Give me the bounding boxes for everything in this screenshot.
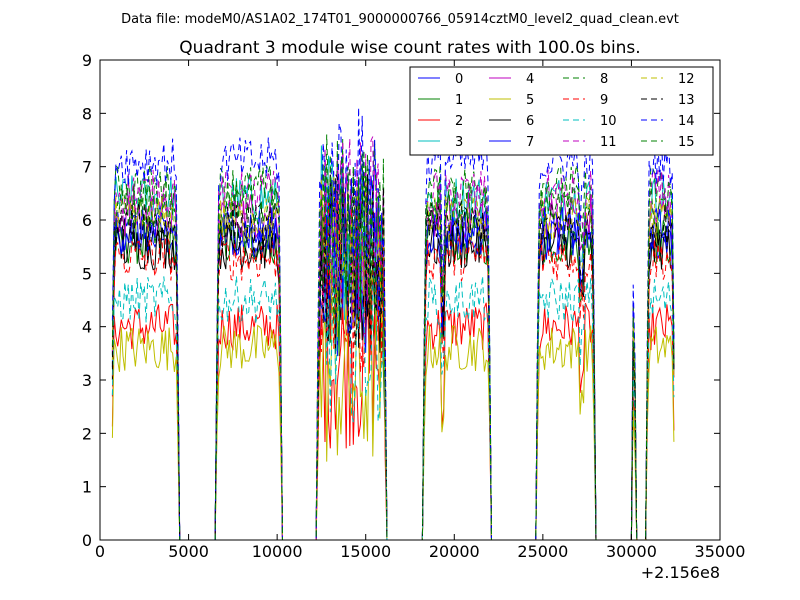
y-tick-label: 7	[82, 158, 92, 177]
series-line-9	[111, 199, 675, 540]
series-line-3	[111, 145, 675, 540]
x-offset-label: +2.156e8	[641, 563, 720, 582]
legend-label-15: 15	[678, 135, 695, 150]
series-layer	[111, 107, 675, 540]
legend-label-12: 12	[678, 72, 695, 87]
series-line-13	[111, 171, 675, 540]
legend-label-1: 1	[455, 93, 463, 108]
legend-label-11: 11	[600, 135, 617, 150]
x-tick-label: 20000	[429, 542, 480, 561]
y-tick-label: 6	[82, 211, 92, 230]
y-tick-label: 4	[82, 318, 92, 337]
suptitle: Data file: modeM0/AS1A02_174T01_90000007…	[121, 12, 679, 27]
legend-label-8: 8	[600, 72, 608, 87]
chart-title: Quadrant 3 module wise count rates with …	[179, 38, 640, 58]
legend-label-6: 6	[526, 114, 534, 129]
series-line-2	[111, 272, 675, 540]
legend-label-13: 13	[678, 93, 695, 108]
legend-label-14: 14	[678, 114, 695, 129]
series-line-5	[111, 296, 675, 540]
series-line-1	[111, 184, 675, 540]
y-tick-label: 2	[82, 424, 92, 443]
series-line-7	[111, 175, 675, 540]
x-tick-label: 10000	[252, 542, 303, 561]
series-line-10	[111, 244, 675, 540]
legend-label-3: 3	[455, 135, 463, 150]
legend-label-0: 0	[455, 72, 463, 87]
legend-label-7: 7	[526, 135, 534, 150]
plot-frame	[99, 59, 721, 541]
series-line-6	[111, 188, 675, 540]
x-tick-label: 30000	[606, 542, 657, 561]
legend-label-9: 9	[600, 93, 608, 108]
x-tick-label: 0	[95, 542, 105, 561]
legend-label-10: 10	[600, 114, 617, 129]
series-line-14	[111, 107, 675, 540]
legend-label-4: 4	[526, 72, 534, 87]
y-tick-label: 3	[82, 371, 92, 390]
y-tick-label: 8	[82, 104, 92, 123]
y-tick-label: 5	[82, 264, 92, 283]
x-tick-label: 25000	[517, 542, 568, 561]
y-tick-label: 1	[82, 478, 92, 497]
x-axis: 0 5000 10000 15000 20000 25000 30000 35000	[95, 60, 746, 561]
legend-label-2: 2	[455, 114, 463, 129]
x-tick-label: 15000	[340, 542, 391, 561]
legend-box	[409, 66, 714, 156]
y-tick-label: 9	[82, 51, 92, 70]
x-tick-label: 5000	[168, 542, 209, 561]
x-tick-label: 35000	[695, 542, 746, 561]
series-line-4	[111, 156, 675, 540]
y-tick-label: 0	[82, 531, 92, 550]
legend-label-5: 5	[526, 93, 534, 108]
series-line-0	[111, 178, 675, 540]
